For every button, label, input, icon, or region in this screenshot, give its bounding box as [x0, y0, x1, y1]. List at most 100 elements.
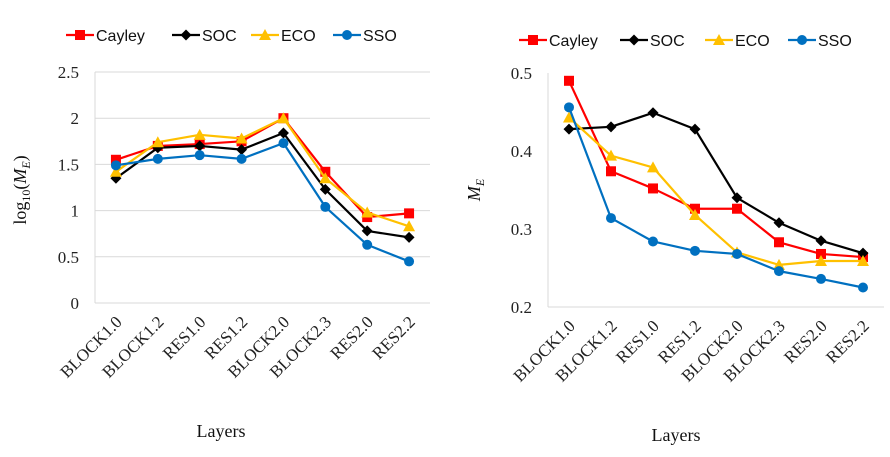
data-point-sso	[194, 150, 205, 161]
x-axis-title-right: Layers	[652, 425, 701, 445]
data-point-sso	[278, 138, 289, 149]
data-point-eco	[277, 112, 290, 124]
legend-label-cayley: Cayley	[549, 33, 598, 50]
legend-label-sso: SSO	[363, 28, 397, 45]
data-point-soc	[403, 231, 415, 243]
data-point-eco	[815, 254, 827, 266]
legend-marker-cayley	[75, 30, 85, 40]
grid-left	[94, 71, 430, 304]
data-point-eco	[563, 111, 575, 123]
series-line-eco	[568, 116, 863, 266]
x-tick-label: RES2.2	[368, 312, 419, 363]
data-point-eco	[319, 172, 332, 184]
data-point-eco	[109, 165, 122, 177]
series-group-right	[563, 75, 869, 293]
x-ticks-right: BLOCK1.0BLOCK1.2RES1.0RES1.2BLOCK2.0BLOC…	[510, 316, 873, 385]
legend-marker-eco	[259, 29, 271, 40]
legend-left: Cayley SOC ECO SSO	[66, 28, 397, 45]
data-point-soc	[277, 127, 289, 139]
data-point-eco	[647, 161, 659, 173]
y-tick-label: 0.5	[511, 64, 532, 83]
y-tick-label: 0.2	[511, 298, 532, 317]
chart-right-me: Cayley SOC ECO SSO 0.2 0.3 0.4 0.5 BLOCK1.0BLO…	[464, 33, 884, 445]
data-point-sso	[774, 266, 784, 277]
data-point-cayley	[732, 203, 742, 214]
y-tick-label: 1.5	[58, 155, 79, 174]
data-point-soc	[194, 140, 206, 152]
data-point-eco	[235, 132, 248, 144]
data-point-sso	[362, 239, 373, 250]
chart-left-log-me: Cayley SOC ECO SSO 0 0.5 1 1.5 2 2.5 BLOCK1.0BLO…	[10, 28, 430, 441]
grid-right	[547, 73, 884, 308]
data-point-sso	[110, 160, 121, 171]
x-tick-label: RES2.0	[780, 316, 831, 367]
data-point-soc	[815, 235, 827, 247]
data-point-soc	[361, 225, 373, 237]
data-point-eco	[605, 149, 617, 161]
y-ticks-right: 0.2 0.3 0.4 0.5	[511, 64, 533, 317]
series-line-sso	[567, 106, 864, 289]
data-point-sso	[404, 256, 415, 267]
data-point-sso	[816, 273, 826, 284]
data-point-cayley	[648, 183, 658, 194]
legend-marker-soc	[628, 34, 640, 46]
data-point-cayley	[320, 166, 331, 177]
y-axis-title-left-sub: 10	[19, 190, 33, 202]
x-tick-label: RES1.0	[612, 316, 663, 367]
data-point-soc	[647, 107, 659, 119]
data-point-cayley	[606, 166, 616, 177]
legend-right: Cayley SOC ECO SSO	[519, 33, 852, 50]
y-axis-title-left-var-sub: E	[19, 161, 33, 170]
data-point-cayley	[690, 203, 700, 214]
y-tick-label: 1	[71, 202, 80, 221]
x-tick-label: RES2.0	[327, 312, 378, 363]
y-axis-title-right-var-sub: E	[473, 178, 487, 187]
y-axis-title-left-fn: log	[10, 202, 30, 225]
x-tick-label: RES2.2	[822, 316, 873, 367]
series-line-cayley	[568, 80, 864, 259]
data-point-soc	[731, 192, 743, 204]
data-point-cayley	[110, 154, 121, 165]
data-point-sso	[564, 102, 574, 113]
data-point-sso	[858, 282, 868, 293]
legend-marker-sso	[342, 30, 352, 40]
legend-label-eco: ECO	[735, 33, 770, 50]
y-tick-label: 0	[71, 294, 80, 313]
data-point-eco	[151, 136, 164, 148]
legend-marker-cayley	[528, 35, 538, 45]
y-tick-label: 0.4	[511, 142, 533, 161]
data-point-eco	[403, 220, 416, 232]
legend-label-sso: SSO	[818, 33, 852, 50]
data-point-soc	[689, 123, 701, 135]
data-point-cayley	[564, 75, 574, 86]
x-tick-label: RES1.0	[159, 312, 210, 363]
data-point-sso	[152, 153, 163, 164]
data-point-soc	[563, 123, 575, 135]
y-tick-label: 0.3	[511, 220, 532, 239]
series-line-soc	[568, 111, 864, 255]
y-axis-title-left-open: (	[10, 184, 31, 190]
data-point-soc	[773, 217, 785, 229]
series-line-sso	[115, 142, 410, 263]
series-group-left	[109, 112, 416, 267]
data-point-sso	[732, 248, 742, 259]
y-axis-title-left-close: )	[10, 155, 31, 161]
legend-label-cayley: Cayley	[96, 28, 145, 45]
data-point-eco	[689, 208, 701, 220]
data-point-eco	[361, 206, 374, 218]
x-ticks-left: BLOCK1.0BLOCK1.2RES1.0RES1.2BLOCK2.0BLOC…	[57, 312, 419, 381]
data-point-eco	[857, 254, 869, 266]
legend-label-eco: ECO	[281, 28, 316, 45]
data-point-soc	[605, 121, 617, 133]
y-ticks-left: 0 0.5 1 1.5 2 2.5	[58, 63, 79, 313]
series-line-eco	[115, 117, 410, 228]
y-tick-label: 2.5	[58, 63, 79, 82]
data-point-soc	[236, 144, 248, 156]
data-point-eco	[193, 128, 206, 140]
data-point-cayley	[404, 208, 415, 219]
y-axis-title-left: log10(ME)	[10, 155, 33, 224]
series-line-cayley	[115, 117, 410, 219]
data-point-sso	[648, 236, 658, 247]
data-point-cayley	[816, 248, 826, 259]
